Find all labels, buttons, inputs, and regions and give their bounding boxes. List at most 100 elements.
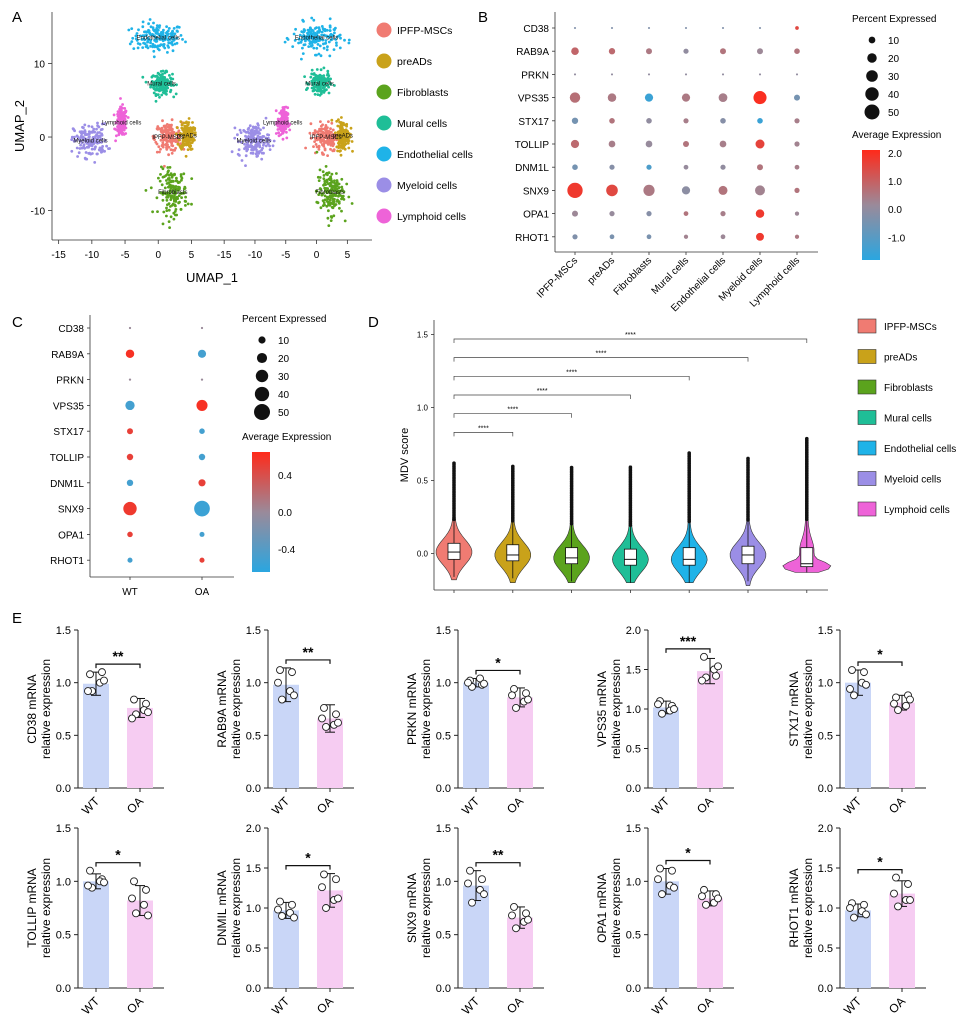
umap-cell-point xyxy=(99,137,103,141)
bar-y-axis-title: RAB9A mRNA xyxy=(215,670,229,747)
dotplot-dot xyxy=(721,26,725,30)
umap-x-tick-label: 5 xyxy=(189,250,195,261)
umap-cell-point xyxy=(278,111,282,115)
dotplot-dot xyxy=(646,234,652,240)
dotplot-dot xyxy=(720,164,726,170)
dotplot-dot xyxy=(609,164,615,170)
dotplot-dot xyxy=(200,378,204,381)
umap-cell-point xyxy=(174,208,178,211)
bar-y-tick-label: 0.5 xyxy=(246,730,261,742)
dotplot-dot xyxy=(794,94,800,101)
umap-cell-point xyxy=(237,140,240,144)
umap-cell-point xyxy=(155,142,159,146)
bar-y-tick-label: 0.0 xyxy=(246,783,261,795)
umap-cell-point xyxy=(101,145,104,148)
umap-cell-point xyxy=(347,195,351,199)
umap-cell-point xyxy=(145,33,148,37)
umap-cell-point xyxy=(159,138,163,142)
significance-label: ** xyxy=(303,644,314,660)
umap-cell-point xyxy=(244,134,247,138)
umap-cell-point xyxy=(335,183,339,187)
size-legend-dot xyxy=(254,386,270,402)
umap-cell-point xyxy=(301,18,305,22)
bar-y-tick-label: 1.5 xyxy=(626,823,641,835)
umap-cell-point xyxy=(303,75,306,78)
bar-y-tick-label: 1.0 xyxy=(436,876,451,888)
dotplot-dot xyxy=(609,211,615,217)
bar-category-label: OA xyxy=(124,994,146,1016)
umap-cell-point xyxy=(252,134,255,138)
bar-category-label: WT xyxy=(841,794,865,818)
umap-cell-point xyxy=(147,28,150,32)
umap-cell-point xyxy=(244,138,248,142)
bar-data-point xyxy=(658,709,666,718)
umap-cell-point xyxy=(168,134,172,137)
bar-data-point xyxy=(86,866,94,875)
umap-legend-label: Fibroblasts xyxy=(397,87,448,99)
umap-cell-point xyxy=(178,186,181,190)
umap-cell-point xyxy=(169,215,173,219)
umap-cell-point xyxy=(93,161,97,164)
umap-cell-point xyxy=(83,123,87,127)
bar-y-axis-subtitle: relative expression xyxy=(419,659,433,759)
dotplot-dot xyxy=(755,209,765,218)
bar-y-tick-label: 1.5 xyxy=(626,665,641,677)
umap-cell-point xyxy=(346,141,350,145)
dotplot-dot xyxy=(199,557,205,563)
bar-y-axis-subtitle: relative expression xyxy=(609,858,623,958)
umap-cell-point xyxy=(308,131,312,135)
size-legend-label: 20 xyxy=(888,54,900,65)
dotplot-dot xyxy=(646,211,652,217)
umap-cell-point xyxy=(233,126,237,130)
significance-label: *** xyxy=(680,633,697,649)
dotplot-dot xyxy=(721,73,725,76)
umap-cluster-label: Mural cells xyxy=(305,81,334,87)
umap-cell-point xyxy=(154,99,158,103)
umap-cell-point xyxy=(95,139,99,143)
dotplot-dot xyxy=(199,531,205,537)
umap-cell-point xyxy=(327,91,331,95)
significance-label: * xyxy=(877,854,883,870)
violin-comparison-label: **** xyxy=(478,425,489,432)
umap-cell-point xyxy=(165,25,169,28)
umap-cell-point xyxy=(135,32,139,35)
umap-x-tick-label: 5 xyxy=(345,250,351,261)
size-legend-label: 30 xyxy=(278,372,290,383)
umap-cell-point xyxy=(311,35,315,38)
dotplot-group-label: WT xyxy=(122,587,138,598)
umap-cell-point xyxy=(345,182,349,186)
bar-data-point xyxy=(140,900,148,909)
bar-data-point xyxy=(334,894,342,903)
bar-category-label: WT xyxy=(79,794,103,818)
umap-cell-point xyxy=(240,140,243,144)
umap-cell-point xyxy=(142,41,146,45)
umap-cell-point xyxy=(343,147,347,151)
umap-cell-point xyxy=(342,138,346,141)
dotplot-dot xyxy=(753,91,767,105)
bar-y-axis-subtitle: relative expression xyxy=(419,858,433,958)
bar-category-label: WT xyxy=(459,794,483,818)
violin-y-tick-label: 1.5 xyxy=(417,331,429,340)
umap-cell-point xyxy=(100,140,103,144)
umap-cell-point xyxy=(253,132,257,136)
umap-cell-point xyxy=(170,123,173,127)
umap-cell-point xyxy=(326,173,329,177)
umap-cell-point xyxy=(340,185,344,189)
violin-y-tick-label: 0.5 xyxy=(417,477,429,486)
umap-cell-point xyxy=(264,116,268,120)
umap-cell-point xyxy=(165,179,168,182)
bar-y-tick-label: 1.0 xyxy=(56,876,71,888)
umap-cell-point xyxy=(317,79,320,83)
umap-cell-point xyxy=(328,131,332,134)
umap-cell-point xyxy=(157,145,161,149)
umap-cell-point xyxy=(322,46,326,50)
umap-cell-point xyxy=(253,139,256,143)
umap-cell-point xyxy=(305,35,309,39)
umap-cell-point xyxy=(159,191,163,195)
umap-cell-point xyxy=(119,105,122,109)
umap-cell-point xyxy=(299,41,303,44)
umap-cell-point xyxy=(168,74,171,77)
umap-cell-point xyxy=(87,124,91,128)
umap-cell-point xyxy=(332,28,336,31)
umap-cell-point xyxy=(172,27,176,30)
